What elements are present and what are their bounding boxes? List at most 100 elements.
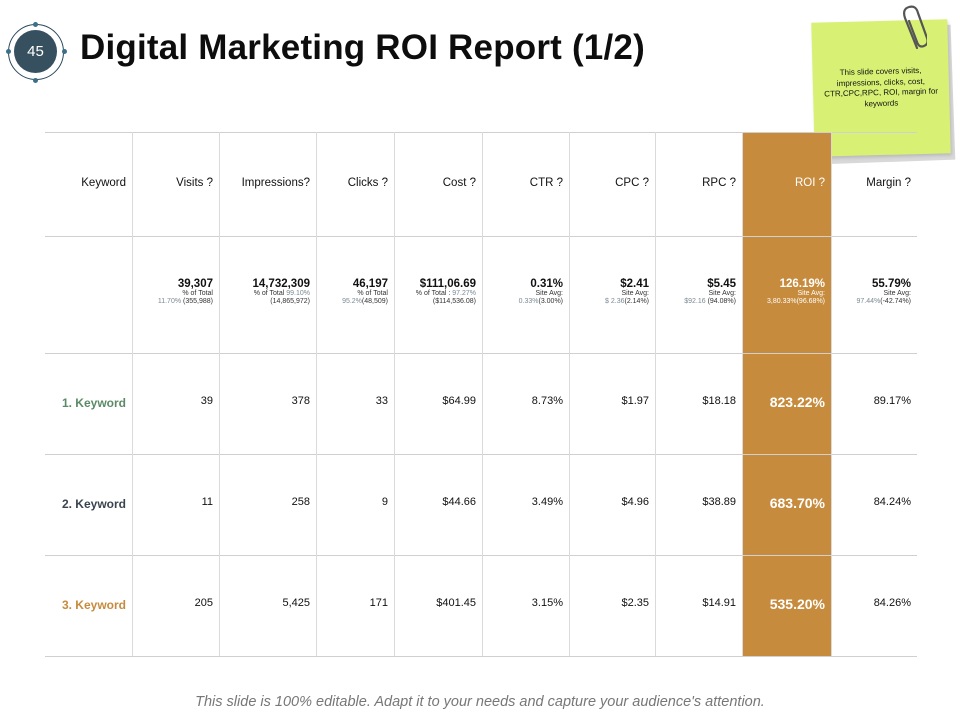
table-cell: $38.89 [702, 496, 736, 508]
slide-number: 45 [14, 30, 57, 73]
summary-sub-line: % of Total [182, 290, 213, 297]
table-cell: $14.91 [702, 597, 736, 609]
header-cpc: CPC ? [615, 177, 649, 189]
table-cell: $401.45 [436, 597, 476, 609]
summary-sub-line: $92.16 (94.08%) [684, 298, 736, 305]
table-cell: 171 [369, 597, 388, 609]
summary-sub-line: 11.70% (355,988) [157, 298, 213, 305]
roi-value: 535.20% [769, 596, 825, 612]
table-row-divider [45, 236, 917, 237]
table-cell: 84.24% [873, 496, 911, 508]
table-cell: $64.99 [442, 395, 476, 407]
summary-highlight: $ 2.36 [605, 298, 625, 305]
summary-sub-line: Site Avg: [883, 290, 911, 297]
table-cell: 89.17% [873, 395, 911, 407]
summary-sub-line: % of Total : 97.27% [415, 290, 476, 297]
summary-cell: 55.79% Site Avg: 97.44%(-42.74%) [831, 278, 917, 306]
table-cell: 378 [291, 395, 310, 407]
summary-cell: $111,06.69% of Total : 97.27% ($114,536.0… [394, 278, 482, 306]
table-row-divider [45, 656, 917, 657]
summary-value: 0.31% [530, 278, 563, 290]
paperclip-icon [903, 5, 927, 50]
table-column-divider [394, 132, 395, 656]
header-roi: ROI ? [794, 177, 825, 189]
summary-sub-line: Site Avg: [708, 290, 736, 297]
summary-cell: $5.45 Site Avg: $92.16 (94.08%) [655, 278, 742, 306]
table-column-divider [569, 132, 570, 656]
summary-value: 46,197 [352, 278, 388, 290]
summary-sub-line: 95.2%(48,509) [342, 298, 388, 305]
summary-highlight: $92.16 [684, 298, 706, 305]
summary-highlight: 97.27% [452, 290, 476, 297]
table-cell: 3.49% [531, 496, 563, 508]
table-row-divider [45, 132, 917, 133]
table-column-divider [316, 132, 317, 656]
footer-note: This slide is 100% editable. Adapt it to… [195, 694, 765, 710]
roi-table: Keyword Visits ? Impressions? Clicks ? Cost … [45, 132, 917, 657]
summary-highlight: 0.33% [518, 298, 539, 305]
table-row-divider [45, 555, 917, 556]
header-visits: Visits ? [176, 177, 213, 189]
table-column-divider [742, 132, 743, 656]
table-column-divider [219, 132, 220, 656]
summary-value: 55.79% [871, 278, 911, 290]
table-cell: $44.66 [442, 496, 476, 508]
slide-number-badge: 45 [6, 22, 67, 83]
table-cell: 3.15% [531, 597, 563, 609]
summary-sub-line: $ 2.36(2.14%) [605, 298, 649, 305]
summary-cell: 14,732,309% of Total 99.10% (14,865,972) [219, 278, 316, 306]
table-cell: 258 [291, 496, 310, 508]
summary-sub-line: (14,865,972) [270, 298, 310, 305]
table-column-divider [831, 132, 832, 656]
table-cell: 9 [381, 496, 388, 508]
summary-value: 14,732,309 [252, 278, 310, 290]
header-cost: Cost ? [442, 177, 476, 189]
header-margin: Margin ? [866, 177, 911, 189]
summary-cell: 0.31% Site Avg: 0.33%(3.00%) [482, 278, 569, 306]
summary-sub-line: 0.33%(3.00%) [518, 298, 563, 305]
summary-sub-line: 97.44%(-42.74%) [856, 298, 911, 305]
header-keyword: Keyword [81, 177, 126, 189]
badge-dot [33, 78, 38, 83]
badge-dot [62, 49, 67, 54]
table-cell: 39 [200, 395, 213, 407]
table-cell: 84.26% [873, 597, 911, 609]
table-cell: $2.35 [621, 597, 649, 609]
summary-cell: 39,307% of Total 11.70% (355,988) [132, 278, 219, 306]
summary-value: $2.41 [620, 278, 649, 290]
table-cell: 5,425 [282, 597, 310, 609]
summary-value: $111,06.69 [419, 278, 476, 290]
summary-sub-line: Site Avg: [535, 290, 563, 297]
table-cell: 8.73% [531, 395, 563, 407]
summary-highlight: 95.2% [342, 298, 362, 305]
header-impressions: Impressions? [241, 177, 310, 189]
summary-cell: 126.19% Site Avg: 3,80.33%(96.68%) [742, 278, 831, 306]
summary-highlight: 97.44% [856, 298, 881, 305]
keyword-label: 3. Keyword [61, 598, 126, 612]
table-row-divider [45, 353, 917, 354]
table-cell: $4.96 [621, 496, 649, 508]
badge-dot [33, 22, 38, 27]
summary-highlight: 11.70% [157, 298, 182, 305]
badge-dot [6, 49, 11, 54]
header-clicks: Clicks ? [347, 177, 388, 189]
table-column-divider [132, 132, 133, 656]
table-row-divider [45, 454, 917, 455]
roi-value: 823.22% [769, 394, 825, 410]
header-ctr: CTR ? [529, 177, 563, 189]
summary-value: $5.45 [707, 278, 736, 290]
table-column-divider [482, 132, 483, 656]
keyword-label: 1. Keyword [61, 396, 126, 410]
summary-value: 126.19% [779, 278, 825, 290]
summary-sub-line: % of Total 99.10% [253, 290, 310, 297]
summary-cell: 46,197% of Total 95.2%(48,509) [316, 278, 394, 306]
summary-value: 39,307 [177, 278, 213, 290]
roi-value: 683.70% [769, 495, 825, 511]
table-cell: 11 [201, 496, 213, 508]
table-cell: 33 [375, 395, 388, 407]
summary-sub-line: 3,80.33%(96.68%) [767, 298, 825, 305]
summary-sub-line: ($114,536.08) [432, 298, 476, 305]
summary-sub-line: Site Avg: [797, 290, 825, 297]
summary-cell: $2.41 Site Avg: $ 2.36(2.14%) [569, 278, 655, 306]
summary-sub-line: Site Avg: [621, 290, 649, 297]
